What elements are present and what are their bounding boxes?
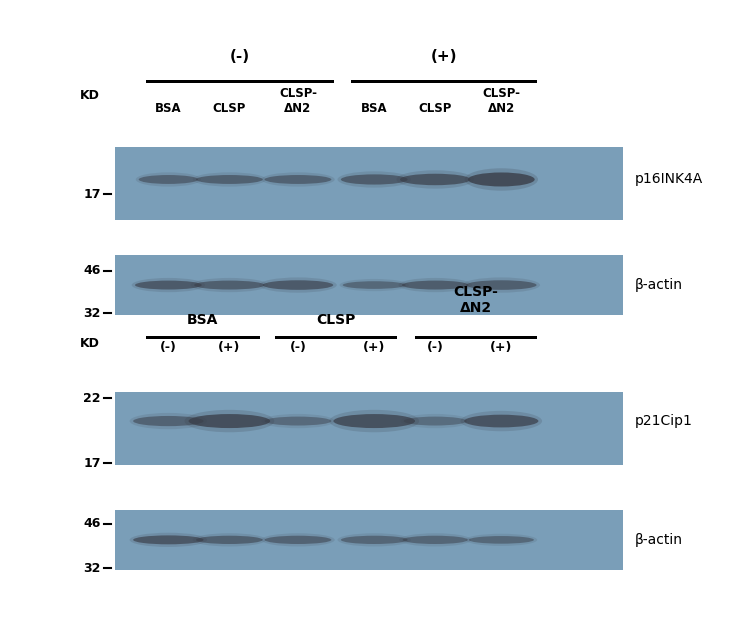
Text: CLSP-
ΔN2: CLSP- ΔN2	[453, 285, 499, 315]
Ellipse shape	[136, 173, 201, 187]
Bar	[115, 255, 623, 315]
Text: p16INK4A: p16INK4A	[634, 173, 703, 187]
Bar	[115, 392, 623, 465]
Text: β-actin: β-actin	[634, 278, 683, 292]
Text: KD: KD	[80, 89, 100, 102]
Text: BSA: BSA	[361, 102, 387, 115]
Ellipse shape	[133, 535, 203, 544]
Ellipse shape	[188, 414, 270, 428]
Ellipse shape	[263, 280, 333, 290]
Ellipse shape	[135, 280, 202, 289]
Text: (+): (+)	[431, 48, 457, 64]
Ellipse shape	[193, 533, 266, 547]
Ellipse shape	[461, 411, 542, 431]
Ellipse shape	[401, 414, 470, 428]
Ellipse shape	[130, 533, 207, 547]
Text: 17: 17	[83, 457, 101, 469]
Ellipse shape	[191, 278, 268, 292]
Ellipse shape	[193, 173, 266, 187]
Ellipse shape	[464, 168, 538, 190]
Ellipse shape	[338, 533, 411, 547]
Bar	[275, 336, 397, 339]
Text: (-): (-)	[289, 341, 306, 354]
Ellipse shape	[404, 417, 467, 426]
Text: β-actin: β-actin	[634, 533, 683, 547]
Text: CLSP: CLSP	[418, 102, 452, 115]
Text: (+): (+)	[490, 341, 513, 354]
Ellipse shape	[462, 278, 540, 293]
Ellipse shape	[340, 279, 409, 291]
Ellipse shape	[265, 417, 332, 426]
Ellipse shape	[131, 278, 205, 292]
Ellipse shape	[343, 282, 406, 289]
Ellipse shape	[196, 175, 263, 184]
Ellipse shape	[341, 175, 407, 185]
Ellipse shape	[259, 278, 337, 293]
Text: CLSP-
ΔN2: CLSP- ΔN2	[482, 87, 520, 115]
Ellipse shape	[338, 171, 411, 188]
Ellipse shape	[465, 534, 537, 546]
Ellipse shape	[329, 410, 419, 433]
Ellipse shape	[261, 414, 335, 428]
Ellipse shape	[396, 170, 474, 189]
Text: CLSP: CLSP	[213, 102, 246, 115]
Text: (-): (-)	[229, 48, 249, 64]
Ellipse shape	[402, 280, 469, 289]
Text: 46: 46	[84, 517, 101, 530]
Bar	[415, 336, 537, 339]
Text: 46: 46	[84, 264, 101, 277]
Bar	[145, 336, 260, 339]
Text: 32: 32	[84, 307, 101, 320]
Text: (+): (+)	[218, 341, 240, 354]
Text: BSA: BSA	[155, 102, 182, 115]
Ellipse shape	[185, 410, 275, 433]
Text: 22: 22	[83, 392, 101, 404]
Ellipse shape	[265, 175, 332, 184]
Ellipse shape	[468, 173, 535, 187]
Ellipse shape	[398, 278, 472, 292]
Ellipse shape	[194, 280, 265, 289]
Ellipse shape	[399, 533, 471, 547]
Ellipse shape	[341, 536, 407, 544]
Ellipse shape	[400, 174, 470, 185]
Text: CLSP: CLSP	[316, 313, 356, 327]
Bar	[115, 510, 623, 570]
Text: p21Cip1: p21Cip1	[634, 414, 692, 428]
Bar	[352, 80, 537, 83]
Ellipse shape	[403, 536, 468, 544]
Ellipse shape	[469, 536, 534, 544]
Ellipse shape	[261, 173, 335, 187]
Text: (+): (+)	[363, 341, 385, 354]
Text: BSA: BSA	[187, 313, 218, 327]
Bar	[115, 147, 623, 220]
Ellipse shape	[196, 536, 263, 544]
Text: 17: 17	[83, 188, 101, 201]
Ellipse shape	[139, 175, 198, 184]
Ellipse shape	[130, 413, 207, 429]
Bar	[145, 80, 334, 83]
Ellipse shape	[464, 415, 539, 427]
Text: CLSP-
ΔN2: CLSP- ΔN2	[279, 87, 317, 115]
Text: KD: KD	[80, 338, 100, 350]
Ellipse shape	[333, 414, 415, 428]
Text: (-): (-)	[427, 341, 444, 354]
Text: (-): (-)	[160, 341, 177, 354]
Ellipse shape	[466, 280, 536, 290]
Ellipse shape	[265, 536, 332, 544]
Ellipse shape	[261, 533, 335, 547]
Ellipse shape	[133, 416, 203, 426]
Text: 32: 32	[84, 562, 101, 575]
